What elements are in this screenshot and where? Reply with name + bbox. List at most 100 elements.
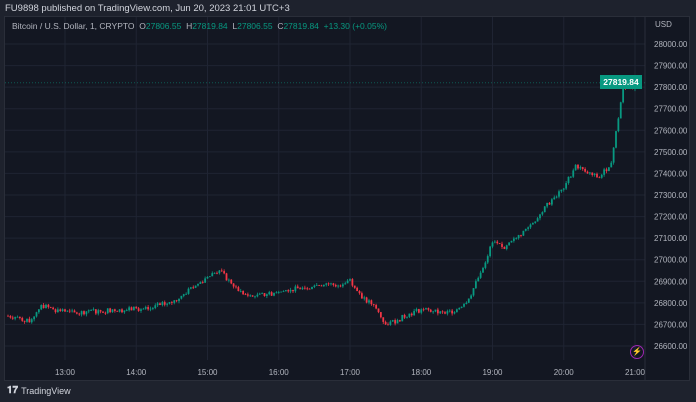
candle-body [85,311,88,315]
candle-body [531,222,534,225]
candle-body [282,291,285,293]
candle-body [220,270,223,272]
candle-body [254,296,256,298]
candle-body [225,273,228,281]
candle-body [536,218,539,222]
candle-body [26,318,28,322]
chart-panel[interactable] [4,16,690,381]
candle-body [102,311,104,313]
candle-body [375,305,378,309]
candle-body [109,308,112,313]
candle-body [607,167,610,172]
low-value: 27806.55 [237,21,273,31]
candle-body [358,291,361,294]
symbol-legend: Bitcoin / U.S. Dollar, 1, CRYPTO O27806.… [12,21,387,31]
candle-body [546,202,549,207]
candle-body [370,300,373,305]
candle-body [147,307,150,310]
candle-body [446,311,449,314]
candle-body [451,310,454,314]
candle-body [501,243,503,247]
candle-body [56,309,59,313]
candle-body [444,312,446,314]
candle-body [377,308,380,313]
candle-body [541,212,544,215]
candle-body [227,279,230,281]
candle-body [270,292,273,296]
candle-body [482,267,484,273]
candle-body [529,224,532,228]
candle-body [460,306,463,308]
candle-body [275,292,278,294]
candle-body [339,285,342,287]
candle-body [330,283,332,285]
candle-body [593,173,596,175]
lightning-icon[interactable]: ⚡ [630,345,644,359]
candle-body [170,302,173,303]
x-tick-label: 15:00 [197,368,218,377]
candle-body [137,308,140,311]
candle-body [163,302,166,305]
candle-body [80,311,83,315]
candle-body [527,227,530,229]
candle-body [23,320,26,322]
candle-body [612,147,615,163]
candle-body [218,270,221,274]
candle-body [299,288,302,290]
candle-body [251,295,254,297]
candle-body [151,308,154,309]
candle-body [596,173,598,178]
candle-body [420,309,423,313]
candle-body [415,309,418,311]
candle-body [201,282,204,283]
candle-body [206,276,209,279]
candle-body [503,246,506,249]
candle-body [508,242,511,246]
candle-body [586,171,589,174]
candle-body [237,287,240,292]
y-tick-label: 26600.00 [654,342,688,351]
candle-body [45,304,47,309]
candle-body [14,317,17,319]
candle-body [73,310,76,313]
candle-body [522,230,525,236]
tradingview-logo[interactable]: 𝟏𝟕 TradingView [7,385,71,396]
candle-body [292,289,294,292]
candle-body [189,287,192,289]
candle-body [149,308,152,310]
candle-body [306,288,309,290]
candle-body [353,285,356,288]
candle-body [394,320,397,324]
candle-body [558,191,560,197]
candle-body [498,243,501,244]
candle-body [11,317,14,319]
candle-body [574,164,577,171]
candle-body [360,293,363,299]
x-tick-label: 21:00 [625,368,646,377]
candle-body [94,309,97,314]
candle-body [550,199,553,205]
candle-body [175,300,178,302]
candle-body [610,162,613,168]
candle-body [232,283,235,287]
candle-body [265,294,268,296]
candle-body [97,310,100,314]
x-tick-label: 18:00 [411,368,432,377]
candle-body [78,313,81,315]
candle-body [337,285,340,287]
candle-body [429,309,432,312]
candle-body [166,303,169,305]
candle-body [130,307,133,311]
candle-body [64,309,66,312]
x-tick-label: 19:00 [482,368,503,377]
candle-body [569,176,572,178]
candle-body [156,303,159,306]
candle-body [413,310,416,316]
candle-body [180,295,183,299]
candle-body [7,315,9,317]
candle-body [161,302,164,306]
candle-body [289,289,292,292]
candle-body [515,238,518,239]
candle-body [344,283,347,285]
